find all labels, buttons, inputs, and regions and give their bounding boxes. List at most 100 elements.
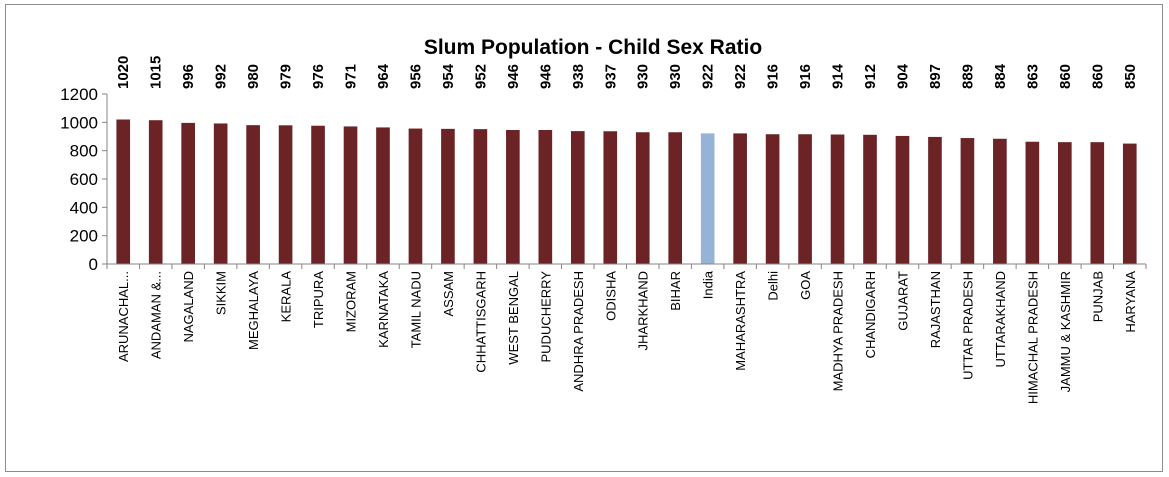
x-tick-label: GOA — [798, 271, 813, 300]
x-tick-label: NAGALAND — [181, 271, 196, 343]
bar — [506, 129, 520, 264]
bar — [343, 126, 358, 264]
x-tick-label: ODISHA — [603, 271, 618, 321]
x-tick-label: MAHARASHTRA — [733, 271, 748, 371]
x-tick-label: MADHYA PRADESH — [831, 271, 846, 391]
x-tick-label: ASSAM — [441, 271, 456, 317]
x-tick-label: HARYANA — [1123, 271, 1138, 333]
data-label: 930 — [667, 64, 684, 89]
bar — [733, 133, 747, 264]
y-tick-label: 400 — [70, 198, 98, 217]
data-label: 916 — [765, 64, 782, 89]
bar — [148, 120, 163, 264]
bar — [895, 135, 910, 264]
bar — [993, 138, 1007, 264]
data-label: 1020 — [115, 56, 132, 89]
data-label: 930 — [635, 64, 652, 89]
x-tick-label: TAMIL NADU — [408, 271, 423, 348]
bar — [960, 138, 975, 264]
bar — [473, 129, 488, 264]
bar — [376, 127, 390, 264]
x-tick-label: MIZORAM — [344, 271, 359, 332]
data-label: 956 — [407, 64, 424, 89]
data-label: 922 — [700, 64, 717, 89]
data-label: 860 — [1089, 64, 1106, 89]
bar — [441, 128, 455, 264]
data-label: 863 — [1024, 64, 1041, 89]
data-label: 916 — [797, 64, 814, 89]
bars — [116, 119, 1137, 265]
data-label: 971 — [343, 64, 360, 89]
data-label: 860 — [1057, 64, 1074, 89]
data-label: 912 — [862, 64, 879, 89]
bar — [765, 134, 780, 264]
x-tick-label: ARUNACHAL... — [116, 271, 131, 362]
y-tick-label: 1200 — [60, 85, 98, 104]
x-tick-label: CHHATTISGARH — [473, 271, 488, 373]
bar — [1090, 142, 1105, 264]
y-axis: 0 200 400 600 800 1000 1200 — [60, 85, 108, 274]
chart-title: Slum Population - Child Sex Ratio — [424, 36, 762, 59]
data-label: 884 — [992, 63, 1009, 89]
data-label: 996 — [180, 64, 197, 89]
data-label: 946 — [537, 64, 554, 89]
bar — [181, 122, 195, 265]
bar — [116, 119, 131, 264]
data-label: 946 — [505, 64, 522, 89]
bar — [278, 125, 293, 264]
bar — [1025, 141, 1040, 264]
x-tick-label: PUDUCHERRY — [538, 271, 553, 363]
x-tick-label: Delhi — [766, 271, 781, 301]
data-label: 979 — [278, 64, 295, 89]
data-label: 937 — [602, 64, 619, 89]
x-tick-label: TRIPURA — [311, 271, 326, 328]
x-tick-label: ANDAMAN &... — [149, 271, 164, 359]
bar — [830, 134, 845, 264]
x-tick-label: ANDHRA PRADESH — [571, 271, 586, 392]
y-tick-label: 200 — [70, 227, 98, 246]
bar — [246, 125, 260, 265]
x-tick-label: KARNATAKA — [376, 271, 391, 348]
x-tick-label: UTTAR PRADESH — [960, 271, 975, 380]
data-label: 938 — [570, 64, 587, 89]
x-tick-label: KERALA — [279, 271, 294, 323]
bar — [928, 136, 942, 264]
x-tick-label: UTTARAKHAND — [993, 271, 1008, 368]
data-labels: 1020 1015 996 992 980 979 976 971 964 956 954 952 94… — [115, 56, 1139, 89]
bar — [311, 125, 325, 264]
bar — [798, 134, 812, 264]
data-label: 897 — [927, 64, 944, 89]
bar — [700, 133, 715, 264]
x-tick-label: PUNJAB — [1090, 271, 1105, 322]
bar — [863, 134, 877, 264]
y-tick-label: 800 — [70, 142, 98, 161]
x-tick-label: SIKKIM — [214, 271, 229, 315]
data-label: 964 — [375, 63, 392, 89]
bar — [668, 132, 683, 264]
x-axis: ARUNACHAL... ANDAMAN &... NAGALAND SIKKIM ME… — [106, 263, 1147, 404]
y-tick-label: 0 — [89, 255, 98, 274]
y-tick-label: 600 — [70, 170, 98, 189]
bar — [635, 132, 650, 264]
data-label: 954 — [440, 63, 457, 89]
bar — [408, 128, 423, 264]
x-tick-label: India — [701, 270, 716, 299]
data-label: 952 — [472, 64, 489, 89]
bar — [538, 129, 553, 264]
y-tick-label: 1000 — [60, 113, 98, 132]
data-label: 850 — [1122, 64, 1139, 89]
bar — [1122, 143, 1137, 264]
x-tick-label: RAJASTHAN — [928, 271, 943, 348]
bar — [603, 131, 618, 264]
data-label: 976 — [310, 64, 327, 89]
data-label: 1015 — [148, 56, 165, 89]
data-label: 889 — [959, 64, 976, 89]
bar — [213, 123, 228, 264]
bar — [1058, 142, 1072, 264]
x-tick-label: BIHAR — [668, 271, 683, 311]
x-tick-label: JAMMU & KASHMIR — [1058, 271, 1073, 392]
data-label: 904 — [894, 63, 911, 89]
x-tick-label: GUJARAT — [895, 271, 910, 331]
x-tick-label: HIMACHAL PRADESH — [1025, 271, 1040, 404]
